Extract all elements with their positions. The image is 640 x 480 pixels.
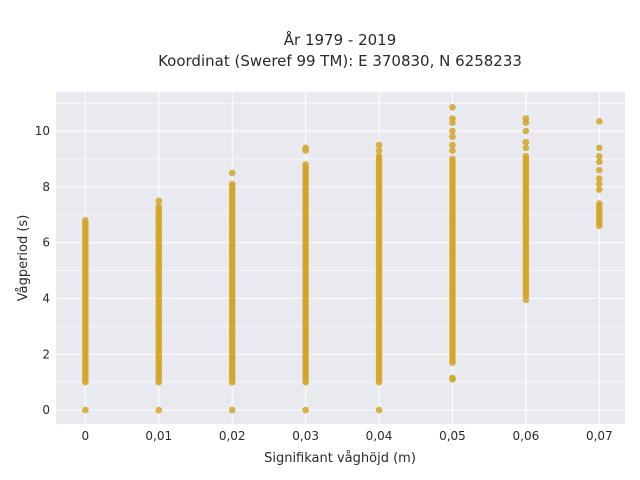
data-point (522, 152, 530, 160)
data-point (375, 147, 383, 154)
data-point (596, 158, 603, 166)
data-point (522, 296, 530, 304)
chart-subtitle: Koordinat (Sweref 99 TM): E 370830, N 62… (158, 52, 522, 70)
data-point (375, 406, 383, 414)
data-point (449, 374, 456, 382)
data-point (522, 115, 530, 122)
data-point (82, 406, 89, 414)
data-point (82, 217, 89, 224)
x-tick-label: 0,07 (586, 429, 613, 443)
plot-area (56, 92, 625, 424)
x-tick-label: 0,05 (439, 429, 466, 443)
data-point (449, 127, 456, 135)
y-tick-label: 6 (42, 236, 50, 250)
data-point (302, 144, 309, 152)
data-point (596, 200, 603, 207)
x-tick-label: 0,02 (219, 429, 246, 443)
data-point (449, 155, 456, 163)
x-tick-label: 0,04 (366, 429, 393, 443)
data-point (375, 152, 383, 160)
x-tick-label: 0,03 (292, 429, 319, 443)
y-tick-label: 4 (42, 291, 50, 305)
data-point (596, 180, 603, 188)
x-tick-label: 0,01 (145, 429, 172, 443)
x-tick-label: 0,06 (513, 429, 540, 443)
y-axis-label: Vågperiod (s) (16, 215, 31, 302)
chart-title: År 1979 - 2019 (284, 30, 397, 49)
y-tick-label: 10 (35, 124, 50, 138)
data-point (449, 133, 456, 140)
data-point (522, 144, 530, 152)
x-tick-label: 0 (82, 429, 90, 443)
data-point (449, 115, 456, 122)
data-point (155, 406, 163, 414)
x-axis-label: Signifikant våghöjd (m) (264, 451, 416, 466)
data-point (596, 166, 603, 174)
data-point (522, 127, 530, 135)
data-point (302, 406, 309, 414)
y-tick-label: 2 (42, 347, 50, 361)
data-point (596, 175, 603, 182)
data-point (302, 161, 309, 168)
data-point (522, 138, 530, 146)
data-point (155, 203, 163, 210)
data-points (82, 104, 603, 414)
y-tick-label: 8 (42, 180, 50, 194)
data-point (596, 117, 603, 125)
data-point (449, 141, 456, 149)
data-point (596, 186, 603, 193)
y-tick-label: 0 (42, 403, 50, 417)
data-point (228, 406, 236, 414)
data-point (155, 197, 163, 205)
data-point (228, 169, 236, 177)
data-point (449, 147, 456, 154)
data-point (596, 152, 603, 160)
data-point (228, 180, 236, 188)
tick-labels: 0 2 4 6 8 10 0 0,01 0,02 0,03 0,04 0,05 0,06 0,07 (35, 124, 613, 443)
data-point (375, 141, 383, 149)
data-point (596, 144, 603, 152)
data-point (449, 104, 456, 111)
